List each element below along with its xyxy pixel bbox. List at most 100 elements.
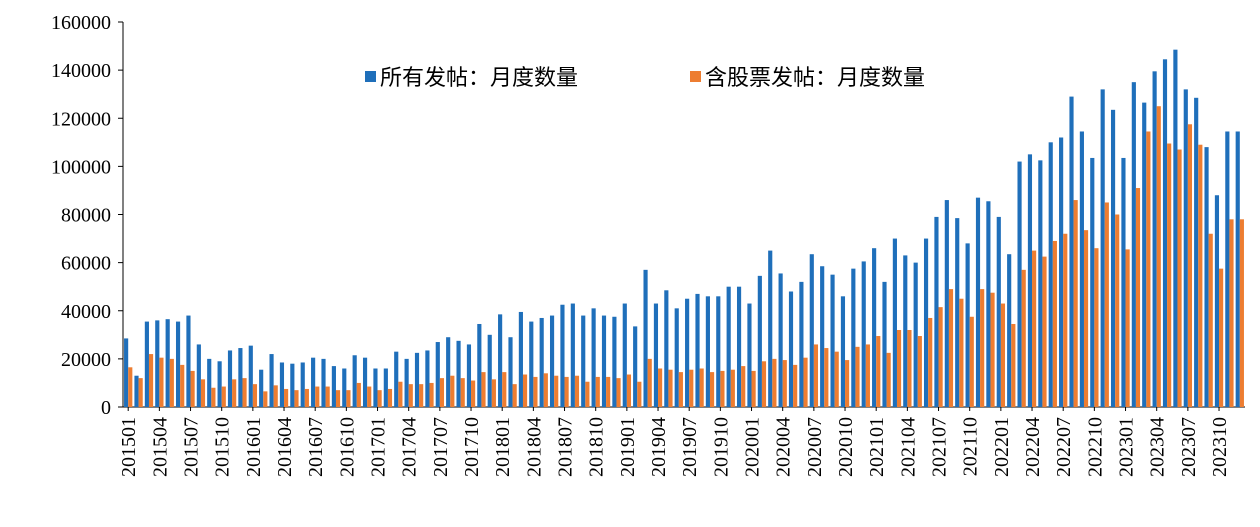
bar [772, 358, 777, 407]
bar [564, 376, 569, 407]
bar [242, 378, 247, 407]
bar [311, 357, 316, 407]
bar [1135, 188, 1141, 407]
bar [408, 384, 413, 407]
bar [736, 286, 742, 407]
x-tick-label: 202010 [835, 417, 857, 477]
bar [903, 255, 908, 407]
bar [383, 368, 388, 407]
bar [1073, 200, 1078, 407]
bar [1194, 97, 1199, 407]
bar [1142, 102, 1147, 407]
bar [331, 366, 336, 407]
y-tick-label: 140000 [51, 60, 111, 82]
x-tick-label: 202201 [991, 417, 1013, 477]
bar [689, 369, 694, 407]
bar [616, 378, 621, 407]
bar [1079, 131, 1084, 407]
bar [252, 384, 258, 407]
bar [896, 330, 902, 407]
bar [294, 390, 299, 407]
bar [373, 368, 378, 407]
x-tick-label: 202304 [1147, 417, 1169, 477]
x-tick-label: 201510 [212, 417, 234, 477]
bar [1146, 131, 1151, 407]
bar [913, 262, 918, 407]
bar [1204, 147, 1209, 407]
bar [387, 388, 393, 407]
bar [923, 238, 929, 407]
bar [955, 218, 960, 407]
bar [892, 238, 897, 407]
bar [128, 367, 133, 407]
bar [466, 344, 472, 407]
y-tick-label: 80000 [61, 205, 111, 227]
bar [165, 319, 170, 407]
bar [647, 358, 652, 407]
bar [1156, 106, 1161, 407]
y-tick-label: 60000 [61, 253, 111, 275]
x-tick-label: 201701 [368, 417, 390, 477]
bar [398, 381, 403, 407]
bar [872, 248, 877, 407]
bar [705, 296, 710, 407]
x-tick-label: 202301 [1116, 417, 1138, 477]
bar [1048, 142, 1053, 407]
bar [591, 308, 596, 407]
bar [404, 358, 409, 407]
bar [674, 308, 679, 407]
bar [377, 390, 382, 407]
bar [685, 298, 690, 407]
x-tick-label: 201801 [492, 417, 514, 477]
bar [1187, 124, 1193, 407]
bar [574, 375, 580, 407]
x-tick-label: 201507 [181, 417, 203, 477]
bar [487, 334, 492, 407]
bar [1032, 250, 1037, 407]
bar [1239, 219, 1244, 407]
x-tick-label: 201504 [149, 417, 171, 477]
bar [425, 350, 430, 407]
bar [554, 375, 559, 407]
bar [996, 216, 1001, 407]
bar [633, 326, 638, 407]
y-tick-label: 120000 [51, 108, 111, 130]
bar [169, 358, 174, 407]
x-tick-label: 201601 [243, 417, 265, 477]
bar [419, 384, 424, 407]
bar [1038, 160, 1043, 407]
bar [907, 330, 912, 407]
bar [227, 350, 233, 407]
bar [1235, 131, 1240, 407]
x-tick-label: 201607 [305, 417, 327, 477]
y-tick-label: 20000 [61, 349, 111, 371]
y-tick-label: 160000 [51, 12, 111, 34]
bar [304, 388, 309, 407]
bar [155, 320, 160, 407]
legend-label: 所有发帖：月度数量 [380, 65, 578, 90]
bar [595, 376, 600, 407]
bar [460, 378, 465, 407]
bar [585, 381, 590, 407]
x-tick-label: 201707 [430, 417, 452, 477]
bar [446, 337, 451, 407]
bar [851, 268, 856, 407]
bar [238, 348, 243, 407]
bar [990, 292, 995, 407]
bar [1131, 82, 1136, 407]
bar [980, 289, 985, 407]
bar [232, 379, 237, 407]
bar [529, 321, 534, 407]
bar [342, 368, 347, 407]
bar [975, 197, 981, 407]
bar [1052, 240, 1057, 407]
x-tick-label: 201810 [586, 417, 608, 477]
bar [917, 336, 922, 407]
x-tick-label: 201807 [555, 417, 577, 477]
bar [352, 355, 357, 407]
bar [813, 344, 819, 407]
bar [622, 303, 627, 407]
bar [217, 361, 222, 407]
bar [1125, 249, 1130, 407]
